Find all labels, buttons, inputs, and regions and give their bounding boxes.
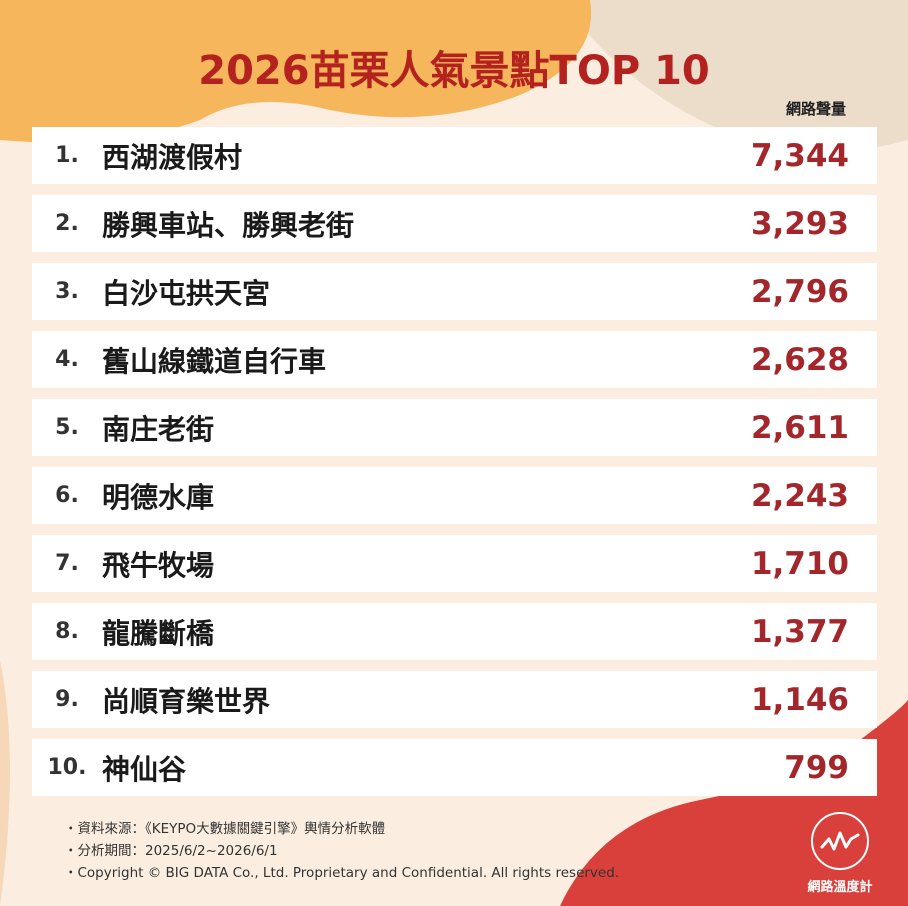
table-row: 4. 舊山線鐵道自行車 2,628 [32, 331, 877, 388]
attraction-name: 飛牛牧場 [102, 548, 215, 582]
table-row: 5. 南庄老街 2,611 [32, 399, 877, 456]
rank-label: 8. [55, 619, 79, 644]
note-period: 分析期間：2025/6/2~2026/6/1 [64, 840, 619, 862]
rank-label: 3. [55, 279, 79, 304]
rank-label: 1. [55, 143, 79, 168]
ranking-table: 1. 西湖渡假村 7,344 2. 勝興車站、勝興老街 3,293 3. 白沙屯拱天宮 2,79… [32, 127, 877, 807]
table-row: 3. 白沙屯拱天宮 2,796 [32, 263, 877, 320]
table-row: 2. 勝興車站、勝興老街 3,293 [32, 195, 877, 252]
volume-value: 2,628 [750, 341, 849, 378]
table-row: 8. 龍騰斷橋 1,377 [32, 603, 877, 660]
column-header-volume: 網路聲量 [785, 100, 846, 118]
table-row: 7. 飛牛牧場 1,710 [32, 535, 877, 592]
note-source: 資料來源：《KEYPO大數據關鍵引擎》輿情分析軟體 [64, 818, 619, 840]
volume-value: 2,243 [750, 477, 849, 514]
attraction-name: 明德水庫 [102, 480, 215, 514]
attraction-name: 勝興車站、勝興老街 [102, 208, 355, 242]
chart-title: 2026苗栗人氣景點TOP 10 [198, 48, 710, 94]
volume-value: 2,611 [750, 409, 849, 446]
attraction-name: 龍騰斷橋 [102, 616, 215, 650]
table-row: 9. 尚順育樂世界 1,146 [32, 671, 877, 728]
rank-label: 4. [55, 347, 79, 372]
brand-logo: 網路溫度計 [797, 812, 883, 895]
attraction-name: 舊山線鐵道自行車 [102, 344, 327, 378]
pulse-chart-icon [811, 812, 869, 870]
rank-label: 2. [55, 211, 79, 236]
footnotes: 資料來源：《KEYPO大數據關鍵引擎》輿情分析軟體 分析期間：2025/6/2~… [64, 818, 620, 884]
volume-value: 799 [784, 749, 849, 786]
table-row: 1. 西湖渡假村 7,344 [32, 127, 877, 184]
attraction-name: 尚順育樂世界 [102, 684, 271, 718]
note-copyright: Copyright © BIG DATA Co., Ltd. Proprieta… [64, 862, 620, 884]
volume-value: 7,344 [750, 137, 849, 174]
rank-label: 9. [55, 687, 79, 712]
volume-value: 2,796 [750, 273, 849, 310]
rank-label: 10. [47, 755, 87, 780]
table-row: 10. 神仙谷 799 [32, 739, 877, 796]
rank-label: 5. [55, 415, 79, 440]
attraction-name: 白沙屯拱天宮 [102, 276, 271, 310]
volume-value: 1,146 [750, 681, 849, 718]
volume-value: 1,710 [750, 545, 849, 582]
attraction-name: 南庄老街 [102, 412, 215, 446]
rank-label: 7. [55, 551, 79, 576]
attraction-name: 西湖渡假村 [102, 140, 243, 174]
volume-value: 3,293 [750, 205, 849, 242]
attraction-name: 神仙谷 [102, 752, 187, 786]
table-row: 6. 明德水庫 2,243 [32, 467, 877, 524]
volume-value: 1,377 [750, 613, 849, 650]
rank-label: 6. [55, 483, 79, 508]
logo-label: 網路溫度計 [807, 880, 873, 895]
